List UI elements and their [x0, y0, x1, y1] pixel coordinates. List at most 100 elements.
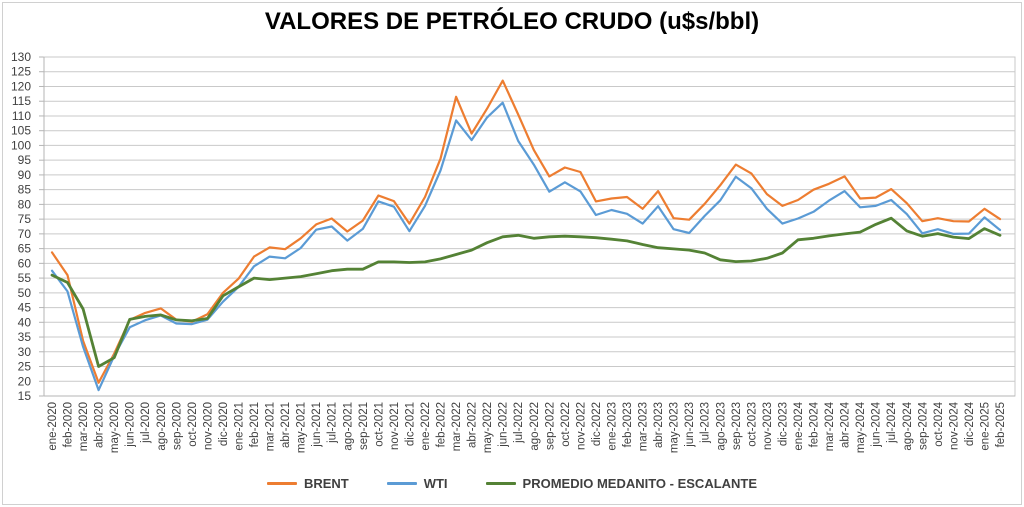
x-tick-label: sep-2024	[917, 401, 929, 450]
x-tick-label: mar-2021	[265, 402, 277, 451]
y-tick-label: 115	[12, 94, 31, 108]
y-tick-label: 85	[18, 183, 32, 197]
x-tick-label: may-2022	[482, 402, 494, 453]
y-tick-label: 90	[18, 168, 32, 182]
y-tick-label: 110	[12, 109, 31, 123]
y-tick-label: 130	[11, 50, 31, 64]
x-tick-label: may-2023	[669, 402, 681, 453]
y-tick-label: 60	[18, 256, 32, 270]
x-tick-label: oct-2024	[933, 401, 945, 446]
x-tick-label: nov-2024	[948, 401, 960, 450]
plot-area: 1520253035404550556065707580859095100105…	[11, 50, 1016, 453]
x-tick-label: ene-2022	[420, 402, 432, 451]
x-tick-label: ene-2021	[233, 402, 245, 451]
x-tick-label: dic-2023	[777, 402, 789, 446]
y-tick-label: 75	[18, 212, 32, 226]
y-tick-label: 50	[18, 286, 32, 300]
x-tick-label: oct-2022	[560, 402, 572, 447]
x-tick-label: jun-2024	[871, 401, 883, 447]
legend-label-wti: WTI	[423, 476, 448, 491]
x-tick-label: ago-2024	[902, 401, 914, 450]
x-axis-tick-labels: ene-2020 feb-2020 mar-2020 abr-2020 may-2020…	[47, 401, 1007, 453]
x-tick-label: feb-2023	[622, 402, 634, 447]
x-tick-label: feb-2022	[436, 402, 448, 447]
y-tick-label: 105	[11, 124, 31, 138]
x-tick-label: jul-2024	[886, 401, 898, 444]
x-tick-label: ago-2023	[715, 402, 727, 451]
x-tick-label: mar-2023	[638, 402, 650, 451]
y-tick-label: 120	[11, 79, 31, 93]
x-tick-label: jul-2020	[140, 402, 152, 444]
x-tick-label: feb-2021	[249, 402, 261, 447]
legend-item-brent: BRENT	[266, 476, 349, 491]
x-tick-label: jul-2022	[513, 402, 525, 444]
x-tick-label: may-2020	[109, 402, 121, 453]
series-line-promedio-medanito-escalante	[50, 216, 1002, 368]
x-tick-label: jun-2022	[498, 402, 510, 448]
y-tick-label: 15	[18, 389, 32, 403]
y-tick-label: 20	[18, 374, 32, 388]
x-tick-label: may-2024	[855, 401, 867, 453]
x-tick-label: nov-2020	[202, 402, 214, 450]
y-tick-label: 40	[18, 315, 32, 329]
x-tick-label: ene-2020	[47, 402, 59, 451]
x-tick-label: may-2021	[296, 402, 308, 453]
y-tick-label: 25	[18, 360, 32, 374]
x-tick-label: ago-2020	[156, 402, 168, 451]
x-tick-label: abr-2024	[840, 401, 852, 448]
x-tick-label: jun-2021	[311, 402, 323, 448]
x-tick-label: abr-2023	[653, 402, 665, 448]
y-tick-label: 80	[18, 197, 32, 211]
x-tick-label: mar-2022	[451, 402, 463, 451]
legend-item-wti: WTI	[386, 476, 448, 491]
x-tick-label: ene-2024	[793, 401, 805, 450]
x-tick-label: dic-2024	[964, 401, 976, 446]
legend-label-brent: BRENT	[303, 476, 349, 491]
legend-label-promedio-medanito-escalante: PROMEDIO MEDANITO - ESCALANTE	[522, 476, 758, 491]
x-tick-label: ene-2025	[979, 402, 991, 451]
y-tick-label: 45	[18, 301, 32, 315]
x-tick-label: abr-2020	[94, 402, 106, 448]
x-tick-label: oct-2023	[746, 402, 758, 447]
x-tick-label: feb-2025	[995, 402, 1007, 447]
x-tick-label: abr-2021	[280, 402, 292, 448]
x-tick-label: dic-2021	[404, 402, 416, 446]
legend-line-swatch-wti	[386, 482, 417, 485]
x-tick-label: ago-2021	[342, 402, 354, 451]
x-tick-label: sep-2020	[171, 402, 183, 450]
x-tick-label: jun-2020	[125, 402, 137, 448]
x-tick-label: dic-2020	[218, 402, 230, 446]
x-tick-label: feb-2024	[809, 401, 821, 447]
y-tick-label: 95	[18, 153, 32, 167]
x-tick-label: jun-2023	[684, 402, 696, 448]
x-tick-label: jul-2023	[700, 402, 712, 444]
x-tick-label: ago-2022	[529, 402, 541, 451]
x-tick-label: oct-2020	[187, 402, 199, 447]
x-tick-label: jul-2021	[327, 402, 339, 444]
x-tick-label: nov-2023	[762, 402, 774, 450]
x-tick-label: mar-2024	[824, 401, 836, 451]
x-tick-label: dic-2022	[591, 402, 603, 446]
y-tick-label: 55	[18, 271, 32, 285]
legend: BRENT WTI PROMEDIO MEDANITO - ESCALANTE	[0, 476, 1024, 491]
x-tick-label: ene-2023	[606, 402, 618, 451]
y-tick-label: 35	[18, 330, 32, 344]
legend-line-swatch-promedio-medanito-escalante	[485, 482, 516, 485]
y-tick-label: 70	[18, 227, 32, 241]
x-tick-label: abr-2022	[467, 402, 479, 448]
y-tick-label: 125	[11, 65, 31, 79]
x-tick-label: nov-2021	[389, 402, 401, 450]
series-line-brent	[50, 79, 1002, 384]
legend-item-promedio-medanito-escalante: PROMEDIO MEDANITO - ESCALANTE	[485, 476, 758, 491]
x-tick-label: oct-2021	[373, 402, 385, 447]
chart-title: VALORES DE PETRÓLEO CRUDO (u$s/bbl)	[264, 8, 760, 35]
y-axis-tick-labels: 1520253035404550556065707580859095100105…	[11, 50, 44, 403]
x-tick-label: sep-2021	[358, 402, 370, 450]
x-tick-label: nov-2022	[575, 402, 587, 450]
x-tick-label: sep-2023	[731, 402, 743, 450]
x-tick-label: feb-2020	[63, 402, 75, 447]
y-tick-label: 30	[18, 345, 32, 359]
legend-line-swatch-brent	[266, 482, 297, 485]
x-tick-label: sep-2022	[544, 402, 556, 450]
